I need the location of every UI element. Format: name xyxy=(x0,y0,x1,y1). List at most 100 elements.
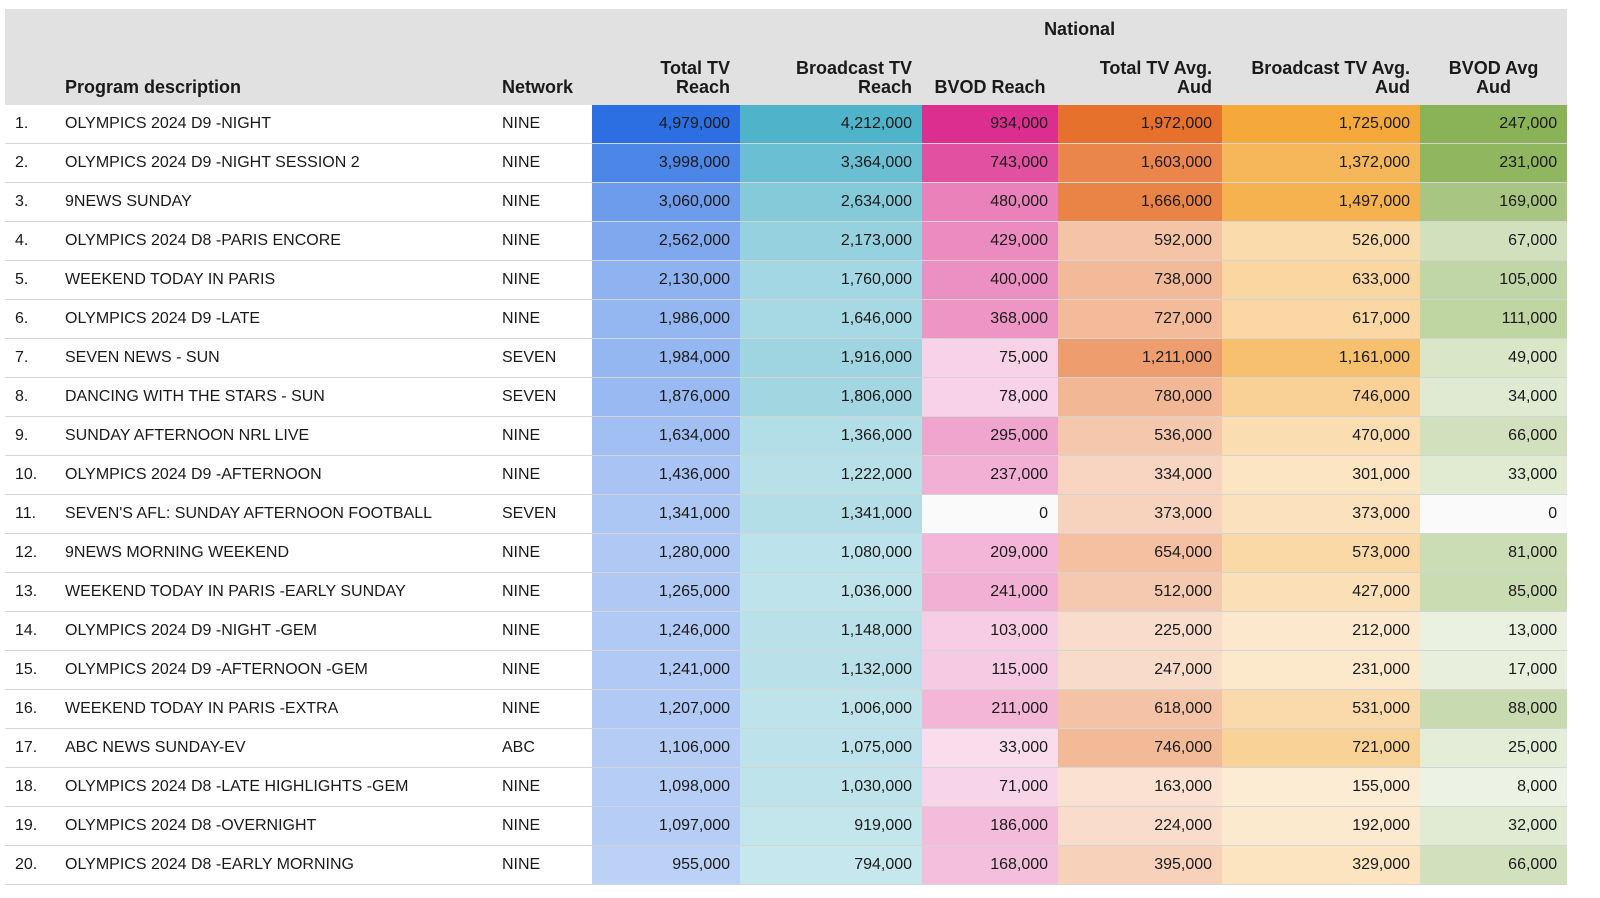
value-cell: 81,000 xyxy=(1420,533,1568,573)
value-cell: 4,979,000 xyxy=(592,105,741,144)
value-cell: 1,265,000 xyxy=(592,572,741,612)
value-cell: 67,000 xyxy=(1420,221,1568,261)
value-cell: 66,000 xyxy=(1420,416,1568,456)
value-cell: 721,000 xyxy=(1222,728,1421,768)
network-cell: SEVEN xyxy=(492,377,593,417)
value-cell: 231,000 xyxy=(1222,650,1421,690)
value-cell: 1,634,000 xyxy=(592,416,741,456)
ratings-table: National Program description Network Total… xyxy=(5,9,1568,885)
column-header[interactable]: Broadcast TV Avg. Aud xyxy=(1251,58,1411,97)
rank-cell: 17. xyxy=(5,728,55,768)
program-cell: SUNDAY AFTERNOON NRL LIVE xyxy=(55,416,492,456)
network-cell: NINE xyxy=(492,416,593,456)
value-cell: 934,000 xyxy=(922,105,1059,144)
value-cell: 211,000 xyxy=(922,689,1059,729)
value-cell: 368,000 xyxy=(922,299,1059,339)
network-cell: NINE xyxy=(492,767,593,807)
rank-cell: 19. xyxy=(5,806,55,846)
value-cell: 743,000 xyxy=(922,143,1059,183)
table-row: 10. OLYMPICS 2024 D9 -AFTERNOON NINE 1,436,… xyxy=(5,455,1568,495)
value-cell: 329,000 xyxy=(1222,845,1421,885)
rank-cell: 10. xyxy=(5,455,55,495)
rank-header xyxy=(5,47,55,105)
value-cell: 105,000 xyxy=(1420,260,1568,300)
program-cell: OLYMPICS 2024 D9 -LATE xyxy=(55,299,492,339)
value-cell: 794,000 xyxy=(740,845,923,885)
column-header[interactable]: Network xyxy=(502,77,574,97)
value-cell: 427,000 xyxy=(1222,572,1421,612)
value-cell: 727,000 xyxy=(1058,299,1223,339)
value-cell: 480,000 xyxy=(922,182,1059,222)
value-cell: 395,000 xyxy=(1058,845,1223,885)
value-cell: 3,364,000 xyxy=(740,143,923,183)
value-cell: 192,000 xyxy=(1222,806,1421,846)
value-cell: 103,000 xyxy=(922,611,1059,651)
table-row: 20. OLYMPICS 2024 D8 -EARLY MORNING NINE 95… xyxy=(5,845,1568,885)
network-cell: NINE xyxy=(492,182,593,222)
value-cell: 115,000 xyxy=(922,650,1059,690)
value-cell: 168,000 xyxy=(922,845,1059,885)
value-cell: 49,000 xyxy=(1420,338,1568,378)
value-cell: 8,000 xyxy=(1420,767,1568,807)
value-cell: 1,207,000 xyxy=(592,689,741,729)
rank-cell: 18. xyxy=(5,767,55,807)
table-row: 19. OLYMPICS 2024 D8 -OVERNIGHT NINE 1,097,… xyxy=(5,806,1568,846)
column-header[interactable]: Broadcast TV Reach xyxy=(795,58,913,97)
value-cell: 429,000 xyxy=(922,221,1059,261)
value-cell: 169,000 xyxy=(1420,182,1568,222)
network-cell: NINE xyxy=(492,143,593,183)
value-cell: 1,603,000 xyxy=(1058,143,1223,183)
network-cell: NINE xyxy=(492,299,593,339)
program-cell: OLYMPICS 2024 D8 -OVERNIGHT xyxy=(55,806,492,846)
rank-cell: 7. xyxy=(5,338,55,378)
value-cell: 1,211,000 xyxy=(1058,338,1223,378)
value-cell: 1,436,000 xyxy=(592,455,741,495)
rank-cell: 8. xyxy=(5,377,55,417)
value-cell: 1,161,000 xyxy=(1222,338,1421,378)
value-cell: 13,000 xyxy=(1420,611,1568,651)
value-cell: 1,972,000 xyxy=(1058,105,1223,144)
rank-cell: 11. xyxy=(5,494,55,534)
table-body: 1. OLYMPICS 2024 D9 -NIGHT NINE 4,979,000 4,… xyxy=(5,105,1568,885)
column-header[interactable]: BVOD Reach xyxy=(934,77,1046,97)
value-cell: 1,106,000 xyxy=(592,728,741,768)
column-header[interactable]: Program description xyxy=(65,77,242,97)
network-cell: NINE xyxy=(492,611,593,651)
rank-cell: 16. xyxy=(5,689,55,729)
program-cell: 9NEWS MORNING WEEKEND xyxy=(55,533,492,573)
table-row: 15. OLYMPICS 2024 D9 -AFTERNOON -GEM NINE 1… xyxy=(5,650,1568,690)
column-header[interactable]: Total TV Avg. Aud xyxy=(1099,58,1213,97)
table-row: 6. OLYMPICS 2024 D9 -LATE NINE 1,986,000 1,6… xyxy=(5,299,1568,339)
value-cell: 512,000 xyxy=(1058,572,1223,612)
value-cell: 1,241,000 xyxy=(592,650,741,690)
value-cell: 1,876,000 xyxy=(592,377,741,417)
network-cell: NINE xyxy=(492,260,593,300)
value-cell: 2,173,000 xyxy=(740,221,923,261)
value-cell: 1,341,000 xyxy=(740,494,923,534)
table-row: 8. DANCING WITH THE STARS - SUN SEVEN 1,876… xyxy=(5,377,1568,417)
value-cell: 85,000 xyxy=(1420,572,1568,612)
network-cell: NINE xyxy=(492,845,593,885)
value-cell: 746,000 xyxy=(1058,728,1223,768)
value-cell: 78,000 xyxy=(922,377,1059,417)
table-row: 14. OLYMPICS 2024 D9 -NIGHT -GEM NINE 1,246… xyxy=(5,611,1568,651)
value-cell: 1,916,000 xyxy=(740,338,923,378)
value-cell: 225,000 xyxy=(1058,611,1223,651)
rank-cell: 4. xyxy=(5,221,55,261)
rank-cell: 20. xyxy=(5,845,55,885)
column-header[interactable]: Total TV Reach xyxy=(660,58,731,97)
group-header-spacer xyxy=(5,9,592,47)
program-cell: WEEKEND TODAY IN PARIS -EXTRA xyxy=(55,689,492,729)
table-row: 18. OLYMPICS 2024 D8 -LATE HIGHLIGHTS -GE… xyxy=(5,767,1568,807)
program-cell: ABC NEWS SUNDAY-EV xyxy=(55,728,492,768)
program-cell: SEVEN NEWS - SUN xyxy=(55,338,492,378)
value-cell: 1,030,000 xyxy=(740,767,923,807)
value-cell: 654,000 xyxy=(1058,533,1223,573)
table-row: 16. WEEKEND TODAY IN PARIS -EXTRA NINE 1,20… xyxy=(5,689,1568,729)
value-cell: 231,000 xyxy=(1420,143,1568,183)
network-cell: SEVEN xyxy=(492,494,593,534)
value-cell: 212,000 xyxy=(1222,611,1421,651)
program-cell: OLYMPICS 2024 D8 -EARLY MORNING xyxy=(55,845,492,885)
value-cell: 33,000 xyxy=(1420,455,1568,495)
column-header[interactable]: BVOD Avg Aud xyxy=(1448,58,1539,97)
